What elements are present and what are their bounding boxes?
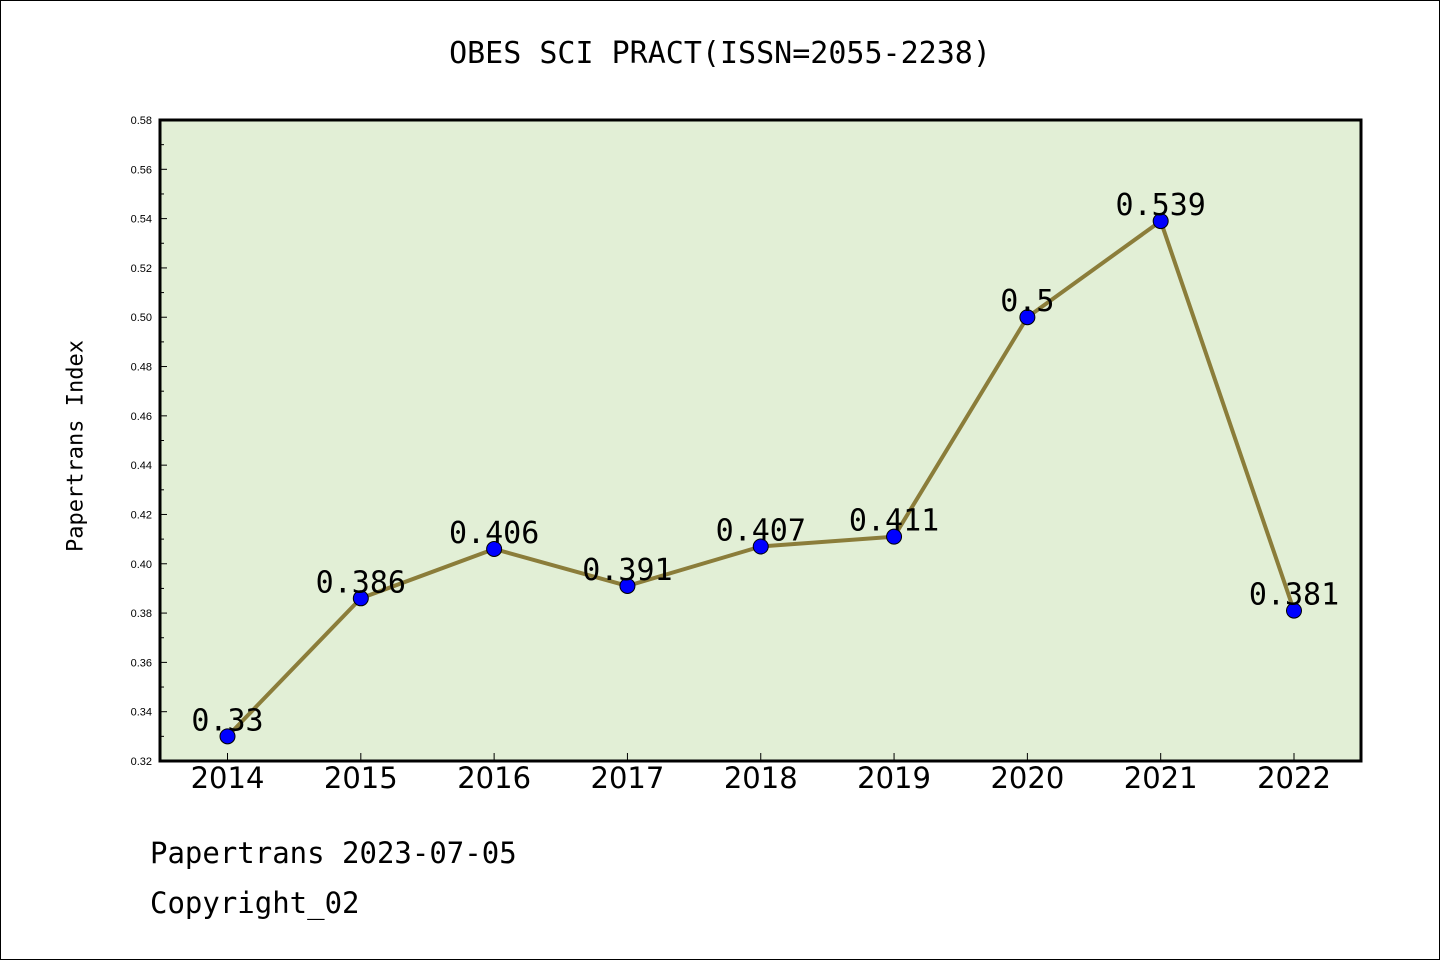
footer-date: Papertrans 2023-07-05 [150, 836, 517, 870]
footer-copyright: Copyright_02 [150, 886, 360, 920]
data-point [886, 528, 903, 545]
data-label: 0.33 [191, 703, 263, 738]
y-tick-label: 0.40 [131, 559, 152, 571]
data-point [1152, 213, 1169, 230]
chart-title: OBES SCI PRACT(ISSN=2055-2238) [449, 36, 991, 71]
x-tick-label: 2020 [990, 761, 1064, 795]
plot-border [158, 118, 1363, 763]
y-tick-label: 0.48 [131, 362, 152, 374]
x-tick-label: 2015 [324, 761, 398, 795]
x-tick-label: 2017 [591, 761, 665, 795]
data-label: 0.406 [449, 516, 539, 551]
y-tick-label: 0.54 [131, 214, 152, 226]
data-point [219, 728, 236, 745]
data-point [1286, 602, 1302, 619]
x-tick-label: 2022 [1257, 761, 1331, 795]
y-axis-ticks: 0.32 0.34 0.36 0.38 0.40 0.42 0.44 0.46 0.48 0.50… [131, 115, 167, 768]
y-tick-label: 0.44 [131, 460, 152, 472]
x-tick-label: 2021 [1124, 761, 1198, 795]
x-tick-label: 2016 [457, 761, 531, 795]
data-label: 0.5 [1000, 284, 1054, 319]
data-point [752, 538, 769, 555]
data-label: 0.391 [582, 553, 672, 588]
y-tick-label: 0.52 [131, 263, 152, 275]
y-tick-label: 0.42 [131, 509, 152, 521]
data-label: 0.539 [1116, 188, 1206, 223]
x-tick-label: 2019 [857, 761, 931, 795]
data-label: 0.386 [316, 565, 406, 600]
data-point [352, 590, 369, 607]
data-point [1019, 309, 1036, 326]
data-label: 0.381 [1249, 578, 1339, 613]
data-label: 0.407 [716, 514, 806, 549]
y-tick-label: 0.46 [131, 411, 152, 423]
y-tick-label: 0.56 [131, 164, 152, 176]
data-point [486, 540, 503, 557]
y-tick-label: 0.58 [131, 115, 152, 127]
y-tick-label: 0.50 [131, 312, 152, 324]
y-tick-label: 0.34 [131, 707, 152, 719]
y-tick-label: 0.32 [131, 756, 152, 768]
data-labels: 0.33 0.386 0.406 0.391 0.407 0.411 0.5 0.539 0.3… [191, 188, 1339, 738]
x-axis-ticks: 2014 2015 2016 2017 2018 2019 2020 2021 2022 [191, 753, 1331, 795]
data-label: 0.411 [849, 504, 939, 539]
x-tick-label: 2014 [191, 761, 265, 795]
x-tick-label: 2018 [724, 761, 798, 795]
data-point [619, 577, 636, 594]
y-tick-label: 0.38 [131, 608, 152, 620]
y-tick-label: 0.36 [131, 657, 152, 669]
data-markers [219, 213, 1302, 745]
